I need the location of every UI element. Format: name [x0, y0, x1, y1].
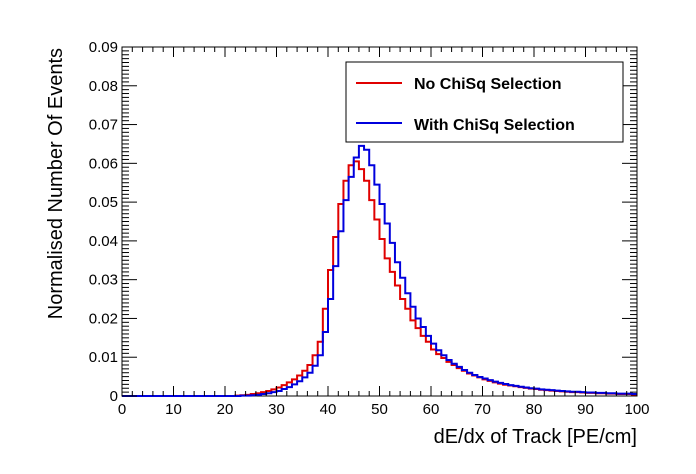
x-tick-label: 70: [474, 401, 491, 418]
x-tick-label: 60: [423, 401, 440, 418]
series-line-with-chisq: [122, 144, 637, 397]
x-tick-label: 50: [371, 401, 388, 418]
y-tick-label: 0.05: [89, 194, 118, 211]
x-tick-label: 80: [526, 401, 543, 418]
y-axis-title: Normalised Number Of Events: [45, 48, 67, 319]
y-tick-label: 0: [110, 388, 118, 405]
legend-label-with-chisq: With ChiSq Selection: [414, 117, 575, 134]
y-axis: 0 0.01 0.02 0.03 0.04 0.05 0.06 0.07 0.08 0.09: [89, 39, 637, 405]
y-tick-label: 0.08: [89, 78, 118, 95]
x-tick-label: 20: [217, 401, 234, 418]
y-tick-label: 0.04: [89, 233, 118, 250]
y-tick-label: 0.09: [89, 39, 118, 56]
x-tick-label: 100: [624, 401, 649, 418]
series-layer: [122, 144, 637, 397]
x-axis-title: dE/dx of Track [PE/cm]: [434, 426, 637, 448]
legend: No ChiSq Selection With ChiSq Selection: [345, 61, 624, 143]
x-tick-label: 90: [577, 401, 594, 418]
y-tick-label: 0.02: [89, 310, 118, 327]
y-tick-label: 0.01: [89, 349, 118, 366]
x-tick-label: 0: [118, 401, 126, 418]
x-tick-label: 10: [165, 401, 182, 418]
legend-label-no-chisq: No ChiSq Selection: [414, 76, 562, 93]
legend-box: [345, 61, 624, 143]
y-tick-label: 0.03: [89, 272, 118, 289]
x-axis: 0 10 20 30 40 50 60 70 80 90 100: [118, 47, 650, 418]
y-tick-label: 0.07: [89, 117, 118, 134]
x-tick-label: 40: [320, 401, 337, 418]
x-tick-label: 30: [268, 401, 285, 418]
y-tick-label: 0.06: [89, 155, 118, 172]
